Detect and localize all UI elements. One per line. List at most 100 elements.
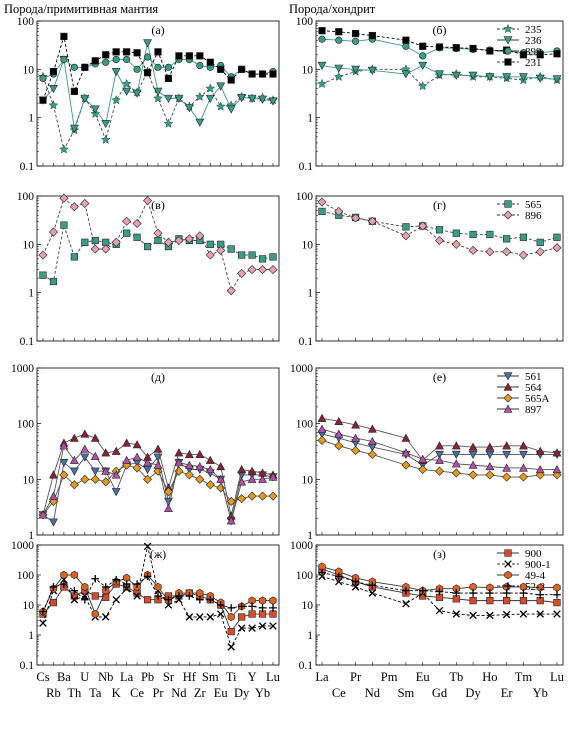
- data-point: [195, 461, 205, 471]
- data-point: [469, 611, 477, 620]
- legend-label: 236: [525, 35, 542, 47]
- data-point: [153, 228, 163, 238]
- data-point: [174, 235, 184, 246]
- x-tick-label: Ta: [89, 686, 102, 700]
- data-point: [502, 610, 511, 619]
- data-point: [469, 597, 477, 605]
- data-point: [154, 582, 162, 592]
- data-point: [216, 245, 226, 255]
- data-point: [238, 251, 246, 259]
- data-point: [133, 592, 141, 600]
- data-point: [418, 221, 428, 231]
- data-point: [402, 42, 410, 50]
- x-tick-label: Th: [67, 686, 82, 700]
- data-point: [468, 71, 478, 80]
- data-point: [435, 587, 444, 596]
- data-point: [552, 75, 562, 84]
- data-point: [101, 244, 111, 254]
- data-point: [485, 442, 495, 451]
- data-point: [90, 105, 100, 114]
- data-point: [195, 231, 205, 241]
- data-point: [69, 433, 79, 442]
- data-point: [248, 624, 256, 632]
- data-point: [334, 206, 344, 216]
- x-tick-label: Pr: [350, 670, 362, 684]
- data-point: [333, 71, 344, 81]
- data-point: [164, 63, 173, 71]
- series-896: [317, 197, 562, 260]
- legend-label: 899: [525, 46, 542, 58]
- data-point: [39, 96, 47, 104]
- data-point: [101, 120, 111, 129]
- data-point: [518, 250, 528, 260]
- y-tick-label: 1000: [290, 540, 313, 552]
- data-point: [111, 470, 121, 479]
- data-point: [60, 580, 68, 588]
- data-point: [39, 74, 47, 82]
- data-point: [552, 465, 562, 474]
- y-tick-label: 0.1: [299, 660, 314, 672]
- data-point: [153, 444, 163, 453]
- legend-marker: [503, 393, 513, 403]
- data-point: [401, 433, 411, 442]
- data-point: [452, 44, 460, 52]
- data-point: [70, 570, 78, 580]
- data-point: [70, 63, 78, 71]
- data-point: [59, 470, 69, 480]
- data-point: [205, 455, 215, 464]
- plot-frame: [36, 195, 280, 342]
- legend-marker: [503, 36, 513, 45]
- series-line: [321, 428, 557, 470]
- data-point: [153, 93, 163, 103]
- panel-v: 0.1 1 10 100 (в): [17, 191, 280, 348]
- data-point: [90, 467, 100, 476]
- data-point: [39, 607, 47, 616]
- data-point: [248, 70, 256, 78]
- data-point: [468, 450, 478, 459]
- data-point: [101, 613, 110, 621]
- data-point: [486, 589, 494, 597]
- data-point: [81, 63, 89, 71]
- data-point: [435, 70, 444, 79]
- x-tick-label: Y: [248, 670, 257, 684]
- data-point: [318, 35, 326, 43]
- legend-marker: [504, 549, 512, 557]
- data-point: [185, 52, 193, 60]
- data-point: [184, 460, 194, 469]
- data-point: [216, 483, 226, 493]
- legend-label: 564: [525, 382, 542, 394]
- data-point: [206, 240, 214, 248]
- y-tick-label: 0.1: [20, 161, 35, 173]
- legend-marker: [503, 23, 513, 34]
- data-point: [402, 586, 410, 595]
- data-point: [133, 65, 141, 73]
- data-point: [163, 487, 173, 497]
- data-point: [351, 445, 361, 455]
- data-point: [317, 435, 327, 445]
- y-tick-label: 1: [307, 630, 313, 642]
- x-tick-label: Eu: [416, 670, 431, 684]
- y-tick-label: 10: [302, 600, 314, 612]
- data-point: [143, 242, 152, 251]
- data-point: [154, 48, 162, 56]
- data-point: [237, 268, 247, 278]
- data-point: [419, 52, 427, 60]
- panel-a: 0.1 1 10 100 (а): [17, 16, 280, 173]
- legend-marker: [504, 58, 512, 66]
- data-point: [519, 450, 528, 459]
- data-point: [48, 100, 59, 110]
- legend-marker: [503, 372, 513, 381]
- series-49-4: [318, 562, 561, 595]
- data-point: [80, 474, 90, 484]
- data-point: [536, 51, 544, 59]
- data-point: [519, 610, 528, 618]
- series-line: [321, 65, 558, 80]
- data-point: [258, 95, 267, 104]
- data-point: [91, 592, 99, 600]
- data-point: [80, 453, 90, 462]
- data-point: [174, 448, 184, 457]
- data-point: [227, 245, 235, 253]
- data-point: [258, 474, 267, 483]
- panel-label: (г): [433, 198, 446, 212]
